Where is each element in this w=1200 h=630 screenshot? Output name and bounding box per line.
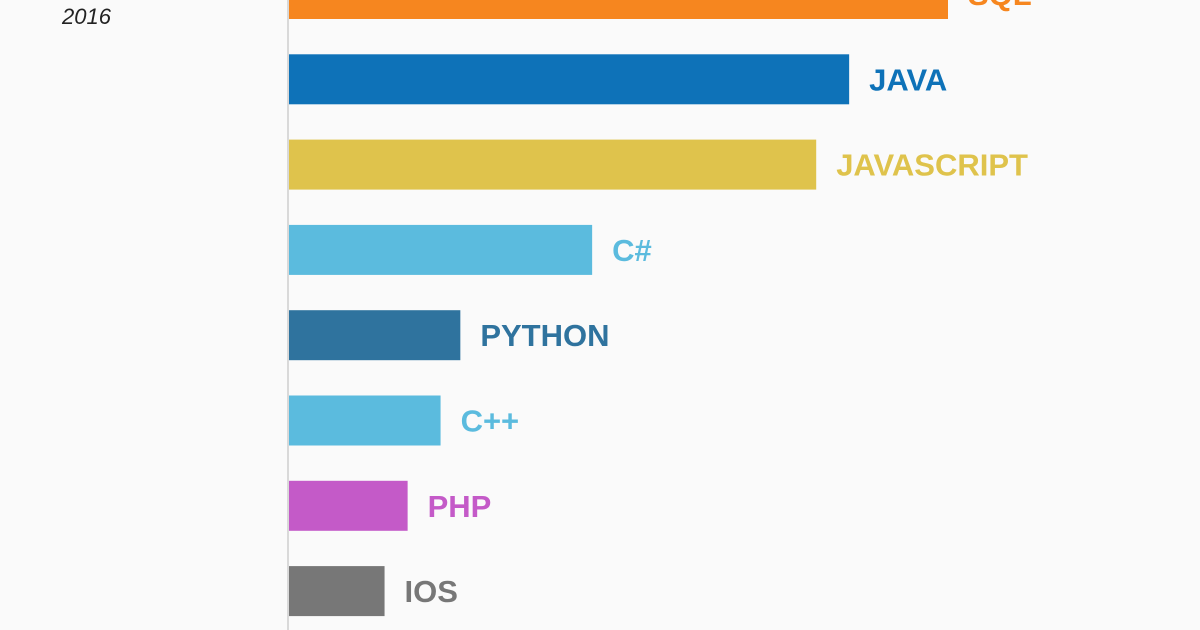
bar-sql: [289, 0, 948, 19]
bar-java: [289, 54, 850, 105]
bar-javascript: [289, 139, 817, 190]
bar-php: [289, 480, 408, 531]
bar-label-csharp: C#: [612, 233, 652, 268]
bar-ios: [289, 566, 385, 617]
bar-label-sql: SQL: [968, 0, 1032, 12]
bar-label-cplusplus: C++: [461, 404, 520, 439]
bar-label-java: JAVA: [869, 62, 947, 97]
bars-group: SQL JAVA JAVASCRIPT C# PYTHON C++ PHP IOS: [289, 0, 1032, 617]
bar-label-php: PHP: [428, 489, 492, 524]
bar-label-python: PYTHON: [480, 318, 609, 353]
bar-label-javascript: JAVASCRIPT: [836, 148, 1028, 183]
bar-cplusplus: [289, 395, 441, 446]
bar-label-ios: IOS: [405, 574, 458, 609]
bar-python: [289, 310, 461, 361]
year-label: 2016: [62, 4, 111, 29]
bar-csharp: [289, 224, 593, 275]
